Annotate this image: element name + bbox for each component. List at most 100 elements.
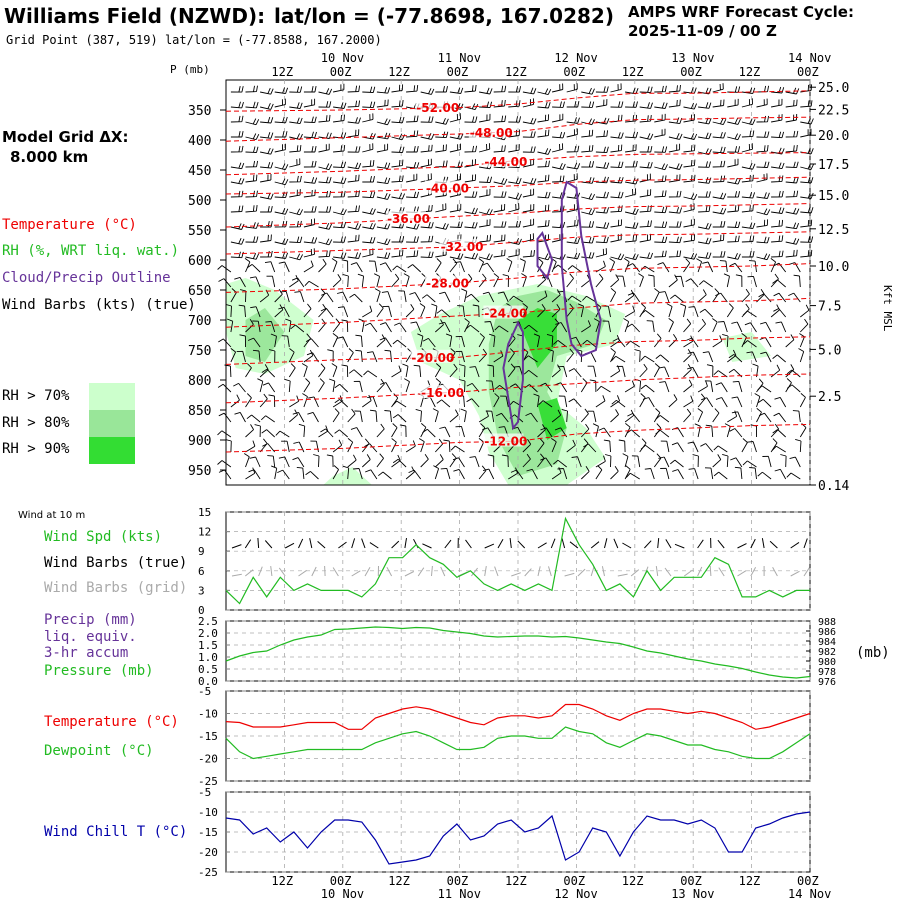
wind-barb <box>580 408 589 423</box>
surface-wind-barb-grid <box>494 566 499 577</box>
wind-barb <box>552 175 565 183</box>
wind-barb <box>659 291 670 303</box>
wind-barb <box>800 236 814 243</box>
wind-barb <box>741 438 748 453</box>
wind-barb <box>610 465 619 480</box>
top-time-tick-label: 12Z <box>271 65 293 79</box>
wind-barb <box>580 466 590 480</box>
wind-barb <box>727 349 737 363</box>
wind-barb <box>392 458 407 468</box>
wind-barb <box>406 236 419 243</box>
surface-wind-barb <box>484 543 495 549</box>
temperature-axis-tick-label: -20 <box>198 753 218 766</box>
wind-barb <box>434 363 442 378</box>
wind-barb <box>230 394 240 408</box>
legend-rh80: RH > 80% <box>2 415 70 431</box>
wind-barb <box>289 236 303 244</box>
surface-wind-barb-grid <box>684 569 693 577</box>
wind-barb <box>625 144 637 153</box>
wind-barb <box>364 322 378 333</box>
wind-barb <box>333 83 345 93</box>
wind-barb <box>449 203 462 213</box>
top-date-label: 13 Nov <box>671 51 714 65</box>
wind-barb <box>260 132 274 139</box>
surface-wind-barb-grid <box>431 565 433 577</box>
isotherm-label-bg <box>415 100 456 114</box>
wind-barb <box>592 423 599 438</box>
wind-barb <box>622 453 629 468</box>
wind-barb <box>722 453 729 468</box>
wind-barb <box>479 87 493 95</box>
surface-wind-barb-grid <box>630 569 640 577</box>
wind-barb <box>744 322 757 333</box>
legend-precip-accum: 3-hr accum <box>44 645 129 661</box>
wind-barb <box>225 303 232 318</box>
wind-barb <box>260 103 274 110</box>
wind-barb <box>510 469 524 480</box>
wind-barb <box>289 253 304 261</box>
bottom-date-label: 10 Nov <box>321 887 364 900</box>
wind-barb <box>406 161 420 169</box>
wind-barb <box>336 291 349 303</box>
surface-wind-barb-grid <box>577 568 586 577</box>
wind-barb <box>455 425 465 438</box>
wind-barb <box>466 293 480 303</box>
wind-barb <box>245 174 258 183</box>
wind-barb <box>391 236 405 243</box>
wind-barb <box>362 208 376 215</box>
wind-barb <box>439 291 451 303</box>
wind-barb <box>318 176 332 184</box>
wind-barb <box>449 258 458 273</box>
pressure-axis-label: P (mb) <box>170 63 210 76</box>
wind-barb <box>727 235 740 243</box>
wind-barb <box>332 274 342 288</box>
surface-wind-barb-grid <box>655 566 659 577</box>
wind-barb <box>333 114 345 123</box>
legend-temperature-2: Temperature (°C) <box>44 714 179 730</box>
wind-barb <box>347 348 354 363</box>
wind-barb <box>260 147 274 155</box>
wind-barb <box>439 426 451 438</box>
wind-barb <box>478 273 487 288</box>
wind-barb <box>230 86 244 93</box>
wind-barb <box>522 438 532 453</box>
wind-barb <box>627 292 641 303</box>
surface-wind-barb-grid <box>548 566 552 577</box>
wind-barb <box>696 258 703 273</box>
wind-barb <box>438 321 451 333</box>
height-tick-label: 0.14 <box>818 479 849 494</box>
wind-barb <box>771 250 784 258</box>
wind-barb <box>318 206 332 213</box>
surface-wind-barb-grid <box>244 569 254 577</box>
wind-barb <box>581 252 595 259</box>
wind-barb <box>332 333 339 348</box>
isotherm-label-bg <box>386 211 427 225</box>
wind-barb <box>391 133 406 141</box>
wind-barb <box>373 273 381 288</box>
wind-barb <box>478 410 489 423</box>
wind-barb <box>289 395 300 408</box>
surface-wind-barb <box>298 538 304 549</box>
wind-barb <box>479 219 491 228</box>
wind-barb <box>226 318 234 333</box>
wind-barb <box>420 423 427 438</box>
wind-barb <box>792 410 801 423</box>
wind-barb <box>800 206 814 214</box>
wind-barb <box>274 208 289 215</box>
wind-barb <box>553 459 567 468</box>
wind-barb <box>406 173 418 183</box>
wind-barb <box>595 395 606 408</box>
wind-barb <box>376 378 385 393</box>
wind-barb <box>780 454 787 468</box>
wind-barb <box>537 88 552 96</box>
wind-barb <box>770 364 781 378</box>
wind-barb <box>318 101 332 108</box>
wind-barb <box>598 427 611 438</box>
wind-barb <box>435 319 444 333</box>
wind-barb <box>731 396 743 408</box>
wind-barb <box>712 318 718 333</box>
wind-barb <box>670 294 684 303</box>
wind-barb <box>453 468 465 480</box>
wind-speed-axis-tick-label: 12 <box>198 526 211 539</box>
wind-barb <box>420 235 434 243</box>
